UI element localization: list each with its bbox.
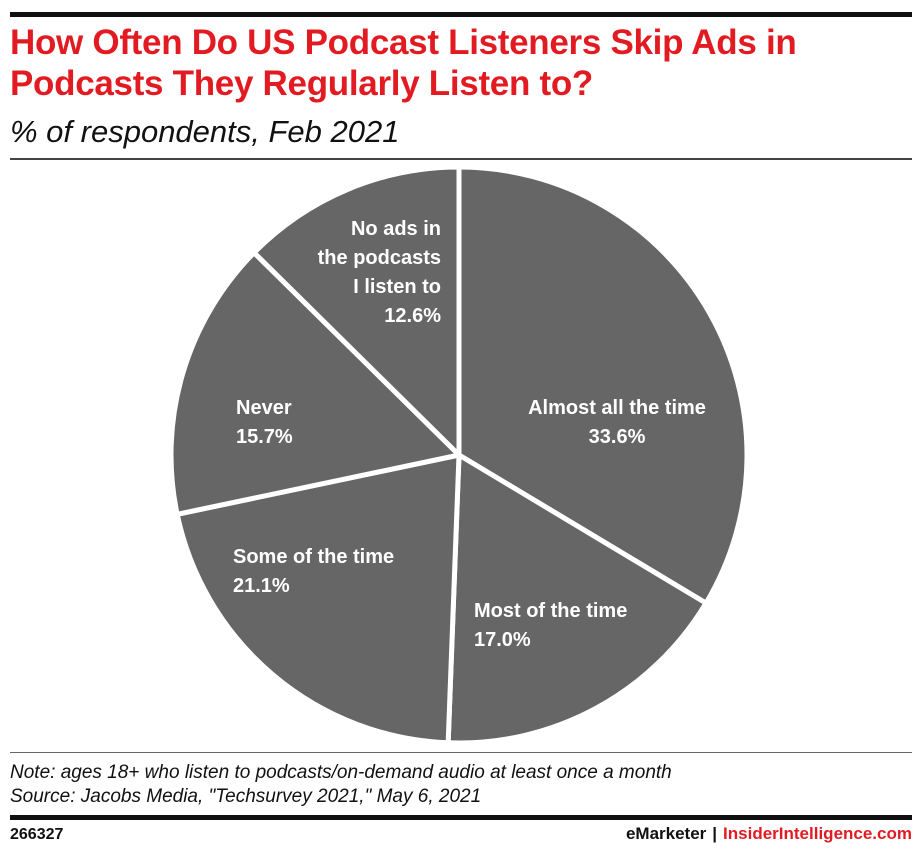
bottom-rule xyxy=(10,815,912,820)
brand-emarketer: eMarketer xyxy=(625,824,707,843)
header-divider xyxy=(10,158,912,160)
chart-id: 266327 xyxy=(10,826,64,843)
slice-label-3: Some of the time 21.1% xyxy=(233,546,394,597)
brand-separator: | xyxy=(712,824,718,843)
chart-subtitle: % of respondents, Feb 2021 xyxy=(10,114,400,149)
pie-labels: Almost all the time 33.6% Most of the time… xyxy=(233,218,706,651)
footer-divider xyxy=(10,752,912,753)
source-text: Source: Jacobs Media, "Techsurvey 2021,"… xyxy=(10,786,482,807)
slice-label-4: Never 15.7% xyxy=(236,397,293,448)
slice-label-2: Most of the time 17.0% xyxy=(474,600,627,651)
footnote: Note: ages 18+ who listen to podcasts/on… xyxy=(10,761,672,809)
brand-insider-intelligence-link[interactable]: InsiderIntelligence.com xyxy=(723,824,912,843)
pie-slices xyxy=(168,164,750,746)
pie-slice-3 xyxy=(174,452,462,746)
note-text: Note: ages 18+ who listen to podcasts/on… xyxy=(10,762,672,783)
slice-label-1: Almost all the time 33.6% xyxy=(528,397,706,448)
pie-slice-4 xyxy=(168,250,462,517)
slice-label-5: No ads in the podcasts I listen to 12.6% xyxy=(318,218,442,327)
pie-slice-1 xyxy=(456,164,750,606)
pie-slice-5 xyxy=(251,164,462,458)
pie-slice-2 xyxy=(445,452,709,746)
brand-credit: eMarketer | InsiderIntelligence.com xyxy=(626,824,912,844)
top-rule xyxy=(10,12,912,17)
chart-title: How Often Do US Podcast Listeners Skip A… xyxy=(10,23,797,103)
